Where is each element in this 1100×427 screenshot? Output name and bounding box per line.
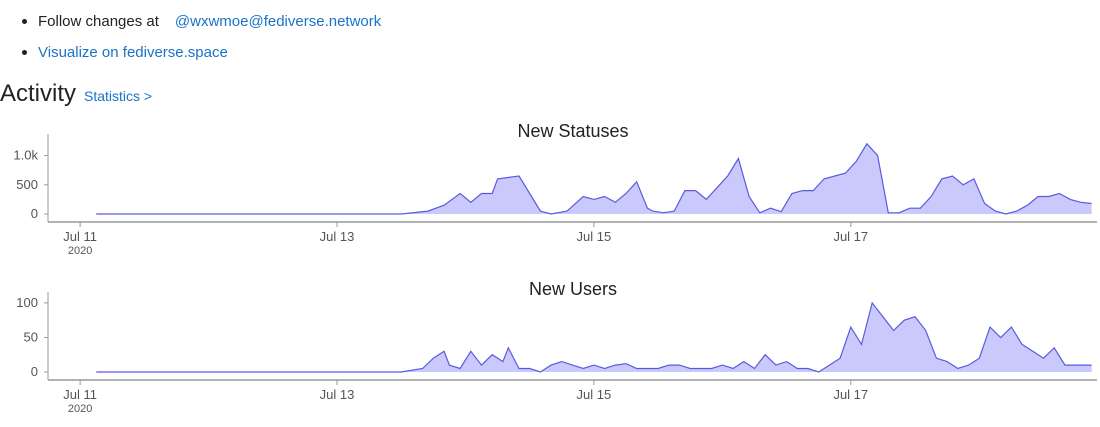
follow-label: Follow changes at [38,13,159,30]
statistics-link[interactable]: Statistics > [84,88,153,104]
y-tick-label: 0 [31,206,38,221]
x-tick-label: Jul 13 [320,229,355,244]
x-tick-label: Jul 13 [320,387,355,402]
x-tick-sublabel: 2020 [68,245,92,257]
series-area [96,143,1092,214]
x-tick-label: Jul 11 [63,387,97,402]
bullet-dot [22,50,27,55]
list-item: Follow changes at @wxwmoe@fediverse.netwo… [22,6,381,37]
list-item: Visualize on fediverse.space [22,37,381,68]
activity-header: Activity Statistics > [0,80,152,112]
series-line [96,301,1092,373]
x-tick-label: Jul 17 [833,387,868,402]
bullet-dot [22,19,27,24]
visualize-link[interactable]: Visualize on fediverse.space [38,44,228,61]
fediverse-account-link[interactable]: @wxwmoe@fediverse.network [174,13,382,30]
x-tick-label: Jul 15 [577,387,612,402]
x-tick-label: Jul 15 [577,229,612,244]
x-tick-label: Jul 11 [63,229,97,244]
y-tick-label: 100 [16,295,38,310]
y-tick-label: 500 [16,177,38,192]
chart-title: New Users [529,279,617,299]
links-list: Follow changes at @wxwmoe@fediverse.netwo… [22,6,381,68]
series-area [96,302,1092,372]
series-line [96,142,1092,215]
activity-heading: Activity [0,80,77,107]
y-tick-label: 0 [31,364,38,379]
chart-title: New Statuses [517,121,628,141]
x-tick-sublabel: 2020 [68,403,92,415]
y-tick-label: 50 [24,329,38,344]
y-tick-label: 1.0k [13,148,38,163]
x-tick-label: Jul 17 [833,229,868,244]
